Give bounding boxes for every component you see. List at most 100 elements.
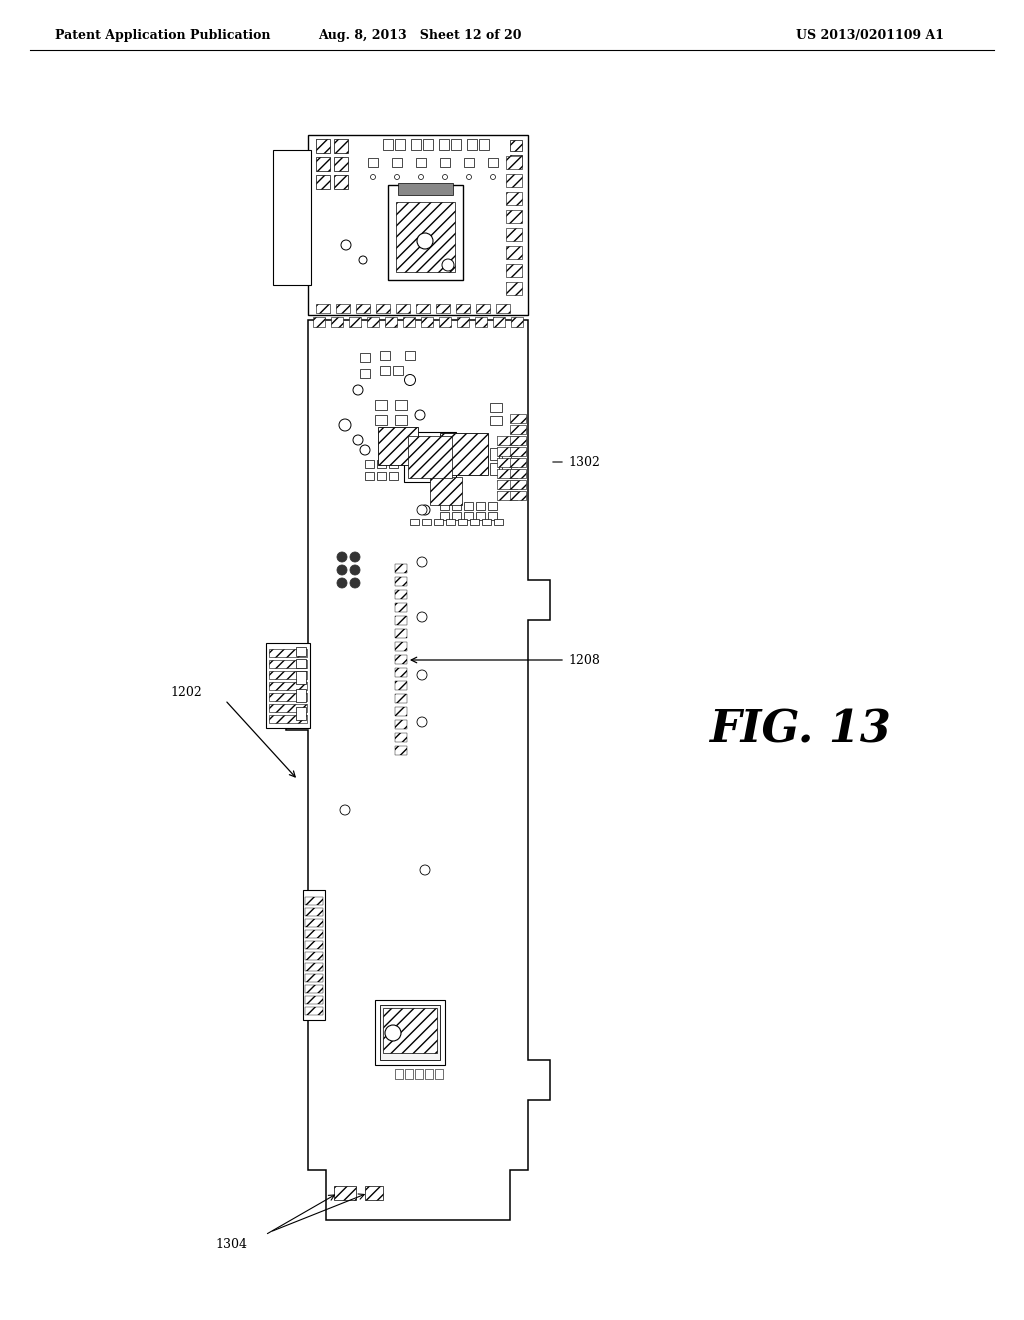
- Text: US 2013/0201109 A1: US 2013/0201109 A1: [796, 29, 944, 41]
- Circle shape: [371, 174, 376, 180]
- Bar: [408, 436, 452, 478]
- Bar: [506, 210, 522, 223]
- Bar: [336, 304, 350, 313]
- Bar: [490, 463, 499, 475]
- Bar: [395, 1069, 403, 1078]
- Bar: [506, 228, 522, 242]
- Bar: [506, 264, 522, 277]
- Bar: [269, 693, 307, 701]
- Bar: [475, 317, 487, 327]
- Bar: [490, 416, 502, 425]
- Bar: [389, 473, 398, 480]
- Bar: [510, 436, 526, 445]
- Bar: [404, 432, 456, 482]
- Bar: [395, 577, 407, 586]
- Bar: [506, 246, 522, 259]
- Bar: [383, 139, 393, 150]
- Bar: [395, 708, 407, 715]
- Circle shape: [350, 552, 360, 562]
- Bar: [380, 366, 390, 375]
- Bar: [296, 647, 306, 656]
- Bar: [422, 519, 431, 525]
- Bar: [349, 317, 361, 327]
- Bar: [458, 519, 467, 525]
- Bar: [368, 158, 378, 168]
- Bar: [497, 491, 517, 500]
- Bar: [395, 719, 407, 729]
- Bar: [510, 414, 526, 422]
- Bar: [406, 351, 415, 360]
- Bar: [497, 436, 517, 445]
- Bar: [482, 519, 490, 525]
- Circle shape: [490, 174, 496, 180]
- Bar: [392, 158, 402, 168]
- Text: FIG. 13: FIG. 13: [709, 709, 891, 751]
- Bar: [380, 351, 390, 360]
- Bar: [273, 150, 311, 285]
- Circle shape: [385, 1026, 401, 1041]
- Bar: [497, 458, 517, 467]
- Bar: [395, 400, 407, 411]
- Bar: [496, 304, 510, 313]
- Bar: [269, 671, 307, 678]
- Bar: [303, 890, 325, 1020]
- Bar: [375, 414, 387, 425]
- Bar: [440, 158, 450, 168]
- Bar: [316, 176, 330, 189]
- Bar: [305, 997, 323, 1005]
- Bar: [393, 366, 403, 375]
- Bar: [506, 191, 522, 205]
- Bar: [376, 304, 390, 313]
- Circle shape: [340, 805, 350, 814]
- Bar: [269, 704, 307, 711]
- Bar: [378, 426, 418, 465]
- Bar: [476, 502, 485, 510]
- Circle shape: [420, 506, 430, 515]
- Bar: [479, 139, 489, 150]
- Bar: [356, 304, 370, 313]
- Bar: [464, 512, 473, 520]
- Bar: [395, 603, 407, 612]
- Circle shape: [442, 259, 454, 271]
- Bar: [365, 473, 374, 480]
- Text: 1202: 1202: [170, 685, 202, 698]
- Bar: [510, 140, 522, 150]
- Bar: [395, 642, 407, 651]
- Circle shape: [339, 418, 351, 432]
- Bar: [395, 681, 407, 690]
- Text: 1304: 1304: [215, 1238, 247, 1250]
- Circle shape: [417, 506, 427, 515]
- Bar: [452, 502, 461, 510]
- Bar: [411, 139, 421, 150]
- Bar: [377, 459, 386, 469]
- Bar: [439, 317, 451, 327]
- Circle shape: [350, 565, 360, 576]
- Bar: [305, 908, 323, 916]
- Bar: [395, 655, 407, 664]
- Bar: [334, 176, 348, 189]
- Bar: [395, 733, 407, 742]
- Text: Aug. 8, 2013   Sheet 12 of 20: Aug. 8, 2013 Sheet 12 of 20: [318, 29, 522, 41]
- Bar: [416, 158, 426, 168]
- Circle shape: [353, 385, 362, 395]
- Circle shape: [353, 436, 362, 445]
- Bar: [510, 447, 526, 455]
- Bar: [305, 952, 323, 960]
- Text: 1208: 1208: [568, 653, 600, 667]
- Bar: [510, 154, 522, 166]
- Bar: [389, 459, 398, 469]
- Bar: [305, 1007, 323, 1015]
- Bar: [375, 1001, 445, 1065]
- Bar: [380, 1005, 440, 1060]
- Bar: [464, 158, 474, 168]
- Bar: [308, 135, 528, 315]
- Bar: [452, 512, 461, 520]
- Bar: [403, 317, 415, 327]
- Bar: [464, 502, 473, 510]
- Bar: [385, 317, 397, 327]
- Circle shape: [417, 557, 427, 568]
- Bar: [510, 491, 526, 500]
- Circle shape: [417, 612, 427, 622]
- Bar: [488, 158, 498, 168]
- Bar: [269, 715, 307, 723]
